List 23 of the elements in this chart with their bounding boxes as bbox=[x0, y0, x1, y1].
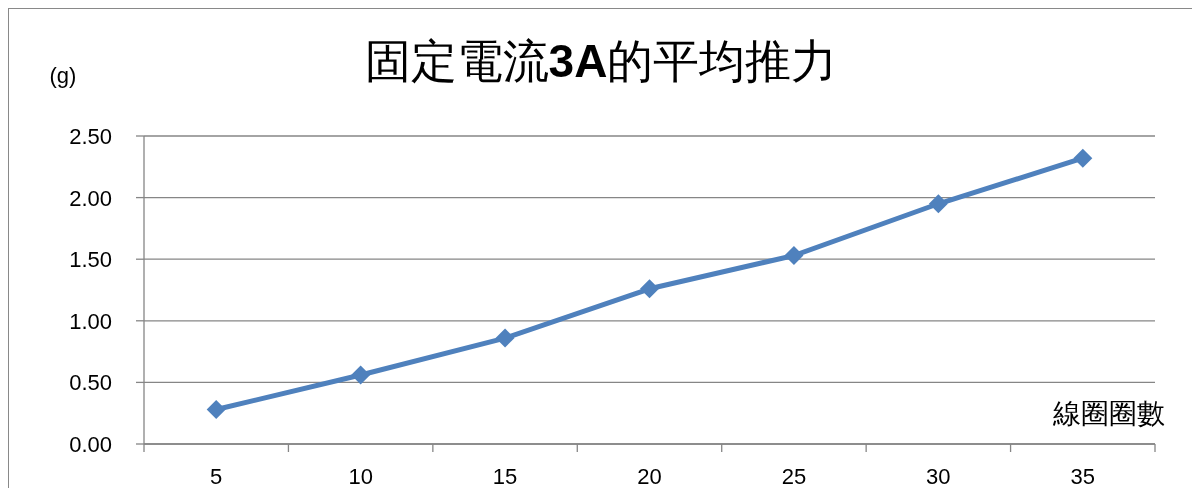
y-tick-label: 1.00 bbox=[69, 308, 112, 334]
x-tick-label: 20 bbox=[637, 464, 662, 488]
chart-title: 固定電流3A的平均推力 bbox=[364, 35, 838, 87]
x-tick-label: 15 bbox=[492, 464, 518, 488]
point bbox=[784, 246, 804, 265]
point bbox=[928, 194, 948, 214]
point bbox=[206, 400, 226, 419]
x-axis-title: 線圈圈數 bbox=[1052, 398, 1165, 429]
y-tick-label: 1.50 bbox=[69, 247, 112, 273]
y-tick-label: 0.00 bbox=[69, 432, 112, 457]
x-tick-label: 30 bbox=[926, 464, 951, 488]
x-tick-label: 25 bbox=[781, 464, 807, 488]
y-tick-label: 0.50 bbox=[69, 370, 112, 396]
x-tick-label: 35 bbox=[1070, 464, 1096, 488]
point bbox=[495, 328, 515, 348]
point bbox=[351, 365, 371, 385]
point bbox=[640, 279, 659, 299]
x-tick-label: 5 bbox=[210, 464, 223, 488]
y-tick-label: 2.00 bbox=[69, 185, 112, 211]
point bbox=[1073, 148, 1093, 168]
y-axis-title: (g) bbox=[49, 63, 77, 88]
y-tick-label: 2.50 bbox=[69, 124, 112, 149]
x-tick-label: 10 bbox=[348, 464, 373, 488]
